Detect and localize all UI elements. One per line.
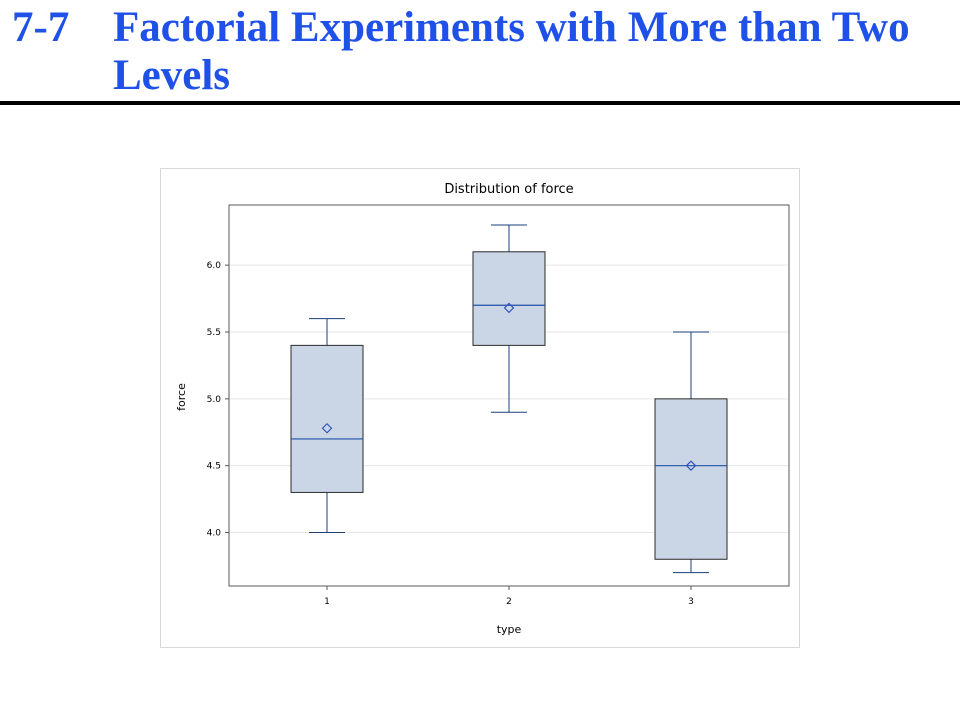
chart-title: Distribution of force <box>444 182 573 197</box>
boxes-layer <box>290 224 728 574</box>
mean-marker <box>321 422 333 434</box>
title-divider <box>0 101 960 105</box>
iqr-box <box>472 251 546 346</box>
y-axis-ticks: 4.0 4.5 5.0 5.5 6.0 <box>207 261 229 539</box>
mean-marker <box>503 302 515 314</box>
y-tick-label: 6.0 <box>207 261 222 271</box>
x-tick-label: 1 <box>324 597 330 607</box>
box-group-type-1 <box>290 318 364 534</box>
iqr-box <box>290 344 364 493</box>
y-axis-label: force <box>175 383 188 411</box>
slide-number: 7-7 <box>12 4 70 51</box>
x-tick-label: 2 <box>506 597 512 607</box>
y-tick-label: 4.5 <box>207 462 221 472</box>
iqr-box <box>654 398 728 560</box>
boxplot-chart: Distribution of force 4.0 4.5 5.0 5.5 6.0 1 2… <box>175 182 790 636</box>
chart-frame: Distribution of force 4.0 4.5 5.0 5.5 6.0 1 2… <box>160 168 800 648</box>
y-tick-label: 5.0 <box>207 395 222 405</box>
mean-marker <box>685 460 697 471</box>
box-group-type-2 <box>472 224 546 413</box>
box-group-type-3 <box>654 331 728 574</box>
x-tick-label: 3 <box>688 597 694 607</box>
slide-title: Factorial Experiments with More than Two… <box>113 4 910 99</box>
y-tick-label: 4.0 <box>207 529 222 539</box>
x-axis-label: type <box>497 623 522 636</box>
x-axis-ticks: 1 2 3 <box>324 586 694 607</box>
y-tick-label: 5.5 <box>207 328 221 338</box>
